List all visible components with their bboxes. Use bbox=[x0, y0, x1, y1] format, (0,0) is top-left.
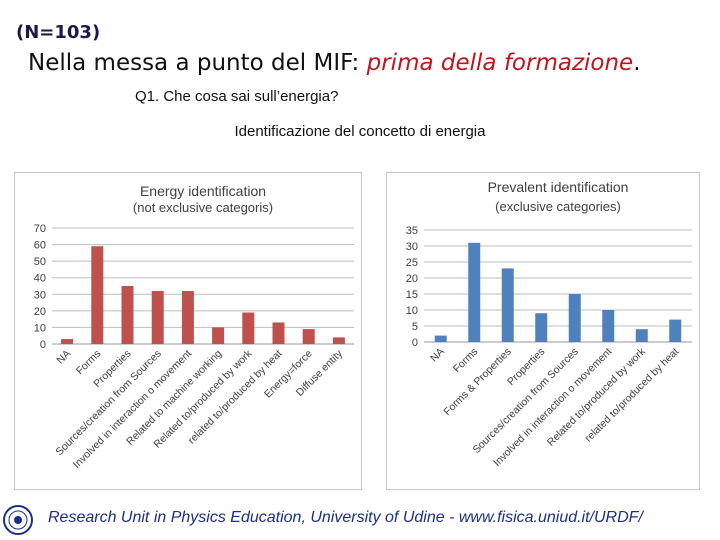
chart-title: Prevalent identification bbox=[488, 179, 629, 195]
y-tick-label: 25 bbox=[406, 257, 418, 269]
bar bbox=[212, 327, 225, 344]
title-highlight: prima della formazione bbox=[366, 50, 634, 76]
question-label: Q1. Che cosa sai sull’energia? bbox=[135, 88, 339, 105]
bar bbox=[568, 294, 581, 342]
y-tick-label: 60 bbox=[34, 240, 46, 252]
y-tick-label: 20 bbox=[406, 273, 418, 285]
y-tick-label: 5 bbox=[412, 321, 418, 333]
bar bbox=[302, 329, 315, 344]
y-tick-label: 0 bbox=[40, 339, 46, 351]
chart-svg-right: Prevalent identification (exclusive categ… bbox=[386, 172, 700, 490]
bar bbox=[61, 339, 74, 344]
y-tick-label: 10 bbox=[34, 322, 46, 334]
y-tick-label: 0 bbox=[412, 337, 418, 349]
chart-subtitle: (exclusive categories) bbox=[495, 199, 621, 214]
bar bbox=[242, 312, 255, 344]
bar bbox=[121, 286, 134, 344]
footer-credit: Research Unit in Physics Education, Univ… bbox=[48, 509, 643, 526]
y-tick-label: 10 bbox=[406, 305, 418, 317]
sample-size: (N=103) bbox=[16, 22, 101, 43]
y-tick-label: 30 bbox=[406, 241, 418, 253]
bar bbox=[332, 337, 345, 344]
bar bbox=[635, 329, 648, 342]
title-plain: Nella messa a punto del MIF: bbox=[28, 50, 367, 76]
title-end: . bbox=[633, 50, 641, 76]
bar bbox=[669, 319, 682, 342]
section-subtitle: Identificazione del concetto di energia bbox=[234, 123, 486, 140]
bar bbox=[535, 313, 548, 342]
bar bbox=[602, 310, 615, 342]
energy-identification-chart: Energy identification (not exclusive cate… bbox=[14, 172, 362, 490]
chart-subtitle: (not exclusive categoris) bbox=[133, 200, 273, 215]
y-tick-label: 35 bbox=[406, 225, 418, 237]
university-seal-icon bbox=[3, 505, 33, 535]
bar bbox=[501, 268, 514, 342]
y-tick-label: 50 bbox=[34, 256, 46, 268]
bar bbox=[468, 242, 481, 342]
y-tick-label: 15 bbox=[406, 289, 418, 301]
bar bbox=[151, 290, 164, 344]
bar bbox=[91, 246, 104, 344]
y-tick-label: 70 bbox=[34, 223, 46, 235]
page-title: Nella messa a punto del MIF: prima della… bbox=[28, 50, 641, 76]
bar bbox=[181, 290, 194, 344]
y-tick-label: 20 bbox=[34, 306, 46, 318]
bar bbox=[272, 322, 285, 344]
chart-title: Energy identification bbox=[140, 183, 266, 199]
prevalent-identification-chart: Prevalent identification (exclusive categ… bbox=[386, 172, 700, 490]
bar bbox=[434, 335, 447, 342]
chart-svg-left: Energy identification(not exclusive cate… bbox=[14, 172, 362, 490]
y-tick-label: 30 bbox=[34, 289, 46, 301]
y-tick-label: 40 bbox=[34, 273, 46, 285]
